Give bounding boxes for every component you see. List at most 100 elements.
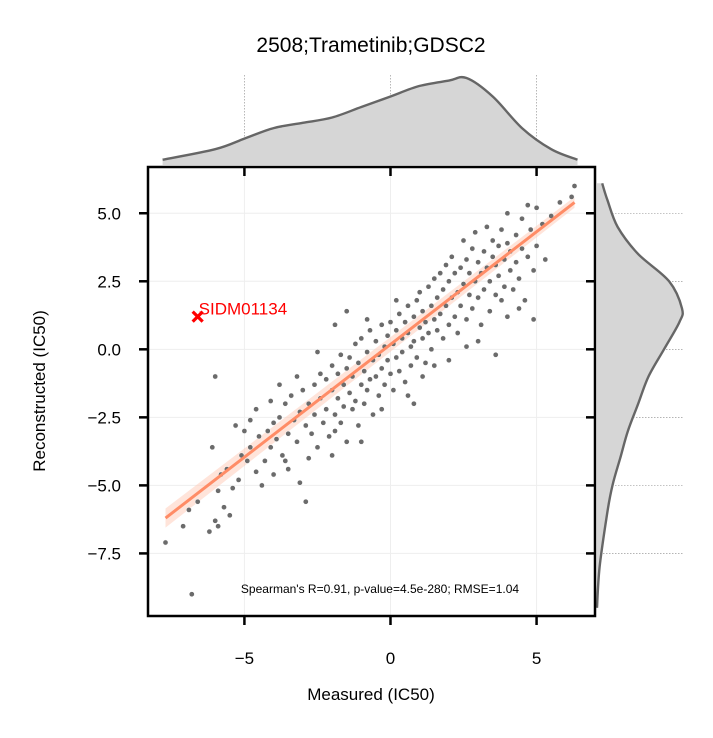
scatter-point bbox=[273, 436, 280, 442]
y-tick-label: −5.0 bbox=[87, 476, 121, 495]
scatter-point bbox=[311, 381, 318, 388]
scatter-point bbox=[317, 370, 324, 377]
x-tick-label: −5 bbox=[235, 649, 254, 668]
scatter-point bbox=[457, 302, 464, 309]
main-plot-area: SIDM01134 Spearman's R=0.91, p-value=4.5… bbox=[146, 165, 597, 618]
scatter-point bbox=[188, 591, 195, 598]
scatter-point bbox=[425, 330, 432, 336]
scatter-point bbox=[264, 428, 271, 434]
scatter-point bbox=[425, 283, 432, 290]
scatter-point bbox=[314, 444, 321, 451]
scatter-point bbox=[361, 368, 368, 374]
scatter-point bbox=[413, 297, 420, 304]
scatter-point bbox=[504, 240, 511, 247]
y-tick-label: 5.0 bbox=[97, 204, 121, 223]
scatter-point bbox=[489, 237, 496, 244]
scatter-point bbox=[244, 458, 251, 464]
scatter-point bbox=[332, 411, 338, 418]
top-kde-line bbox=[162, 75, 578, 161]
scatter-point bbox=[419, 308, 426, 315]
scatter-point bbox=[297, 479, 303, 486]
scatter-point bbox=[212, 517, 219, 524]
scatter-point bbox=[463, 256, 470, 263]
scatter-point bbox=[378, 365, 385, 372]
scatter-point bbox=[375, 392, 382, 399]
scatter-point bbox=[463, 343, 470, 350]
scatter-point bbox=[516, 305, 522, 312]
scatter-point bbox=[393, 297, 400, 304]
scatter-point bbox=[337, 419, 344, 426]
y-tick-label: 0.0 bbox=[97, 340, 121, 359]
scatter-point bbox=[285, 466, 292, 472]
scatter-point bbox=[478, 321, 484, 328]
scatter-point bbox=[431, 275, 438, 282]
scatter-point bbox=[337, 351, 344, 358]
scatter-point bbox=[440, 335, 446, 342]
scatter-point bbox=[285, 430, 292, 437]
scatter-point bbox=[519, 215, 525, 222]
scatter-point bbox=[557, 199, 563, 206]
scatter-point bbox=[378, 406, 385, 413]
outlier-marker bbox=[191, 310, 204, 323]
scatter-point bbox=[311, 411, 318, 418]
scatter-point bbox=[346, 354, 353, 361]
scatter-point bbox=[495, 272, 502, 279]
scatter-point bbox=[408, 343, 414, 350]
scatter-point bbox=[387, 370, 394, 377]
scatter-point bbox=[475, 259, 481, 266]
top-kde-fill bbox=[162, 77, 578, 165]
scatter-point bbox=[256, 433, 262, 440]
scatter-point bbox=[416, 289, 423, 296]
scatter-point bbox=[457, 264, 464, 271]
scatter-point bbox=[323, 376, 330, 383]
scatter-point bbox=[232, 422, 239, 429]
scatter-point bbox=[475, 338, 481, 345]
scatter-point bbox=[510, 286, 517, 293]
scatter-point bbox=[530, 316, 537, 323]
scatter-point bbox=[495, 243, 502, 249]
scatter-point bbox=[431, 316, 438, 323]
scatter-point bbox=[533, 243, 540, 249]
scatter-point bbox=[247, 417, 254, 423]
scatter-point bbox=[267, 444, 274, 451]
main-gridlines bbox=[148, 167, 595, 616]
scatter-point bbox=[299, 387, 306, 393]
scatter-point bbox=[399, 349, 406, 355]
scatter-point bbox=[422, 319, 429, 325]
scatter-point bbox=[440, 286, 446, 293]
scatter-point bbox=[405, 392, 411, 399]
scatter-point bbox=[253, 406, 259, 413]
regression-line bbox=[164, 201, 576, 520]
scatter-point bbox=[352, 398, 359, 404]
scatter-point bbox=[530, 267, 537, 274]
scatter-point bbox=[302, 498, 309, 505]
y-tick-label: 2.5 bbox=[97, 272, 121, 291]
x-tick-label: 0 bbox=[386, 649, 395, 668]
scatter-point bbox=[279, 452, 286, 459]
scatter-point bbox=[460, 237, 467, 244]
scatter-point bbox=[504, 210, 511, 217]
scatter-point bbox=[270, 471, 277, 478]
scatter-point bbox=[568, 194, 575, 200]
scatter-point bbox=[262, 458, 268, 464]
y-axis-label: Reconstructed (IC50) bbox=[30, 310, 49, 472]
scatter-point bbox=[241, 428, 248, 434]
scatter-point bbox=[247, 444, 254, 451]
scatter-point bbox=[542, 256, 549, 263]
scatter-point bbox=[448, 253, 455, 260]
scatter-point bbox=[162, 539, 169, 546]
scatter-point bbox=[524, 202, 531, 208]
scatter-point bbox=[454, 330, 461, 336]
scatter-point bbox=[343, 438, 350, 445]
scatter-point bbox=[411, 313, 417, 320]
scatter-point bbox=[340, 403, 347, 410]
outlier-x-stroke bbox=[191, 310, 204, 323]
scatter-point bbox=[492, 351, 499, 358]
scatter-point bbox=[221, 504, 227, 511]
scatter-point bbox=[346, 390, 353, 396]
scatter-point bbox=[527, 226, 534, 233]
scatter-point bbox=[349, 406, 356, 413]
scatter-point bbox=[343, 365, 350, 372]
scatter-point bbox=[571, 183, 578, 189]
